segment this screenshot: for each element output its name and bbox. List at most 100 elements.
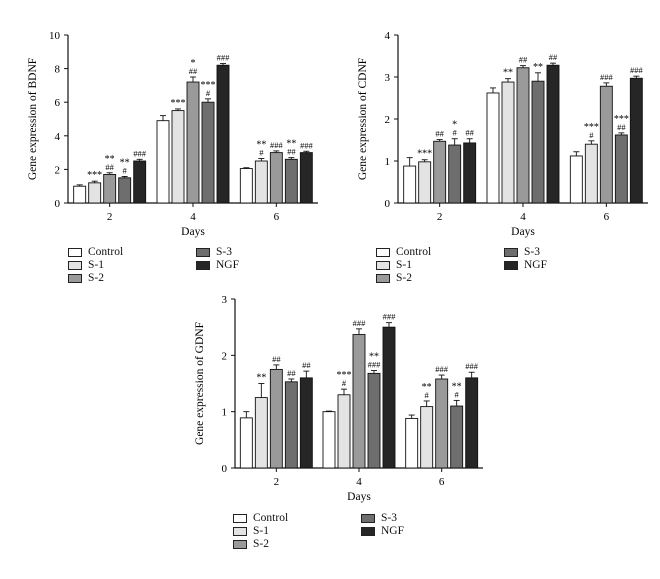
y-tick-label: 0: [55, 198, 61, 210]
x-tick-label: 4: [356, 476, 362, 488]
bar-s-2-day-2: [103, 173, 117, 204]
legend-swatch: [376, 274, 390, 283]
significance-marker: ###: [368, 360, 382, 370]
x-tick-label: 2: [274, 476, 280, 488]
significance-marker: #: [589, 130, 594, 140]
significance-marker: ###: [600, 72, 614, 82]
legend-swatch: [504, 248, 518, 257]
significance-marker: #: [455, 389, 460, 399]
significance-marker: ###: [465, 361, 479, 371]
legend-label: S-2: [253, 538, 269, 550]
bar-s-3-day-2: [448, 144, 462, 204]
bar-control-day-2: [403, 165, 417, 204]
bar-s-1-day-2: [88, 182, 102, 204]
significance-marker: #: [453, 128, 458, 138]
legend-swatch: [233, 540, 247, 549]
y-tick-label: 10: [49, 30, 61, 42]
bar-s-3-day-6: [450, 405, 464, 469]
y-tick-label: 2: [385, 114, 391, 126]
significance-marker: **: [533, 62, 543, 73]
legend-label: Control: [396, 246, 432, 258]
legend-label: S-2: [88, 272, 104, 284]
bar-s-1-day-6: [254, 160, 268, 204]
significance-marker: ##: [519, 55, 528, 65]
bar-s-1-day-4: [171, 110, 185, 204]
y-tick-label: 6: [55, 97, 61, 109]
significance-marker: ###: [630, 65, 644, 75]
bdnf-panel: 0 2 4 6 8 10 Gene expression of BDNF 2 *** ** ## **…: [0, 0, 330, 290]
significance-marker: ***: [337, 370, 352, 381]
significance-marker: ###: [300, 140, 314, 150]
bar-control-day-4: [156, 120, 170, 204]
legend-swatch: [361, 514, 375, 523]
significance-marker: ###: [353, 318, 367, 328]
y-axis-label: Gene expression of GDNF: [194, 322, 206, 445]
bar-ngf-day-4: [546, 64, 560, 204]
legend-label: Control: [253, 512, 289, 524]
y-tick-label: 1: [222, 407, 228, 419]
significance-marker: #: [206, 88, 211, 98]
bar-ngf-day-2: [299, 377, 313, 469]
y-tick-label: 1: [385, 156, 391, 168]
bar-s-1-day-2: [418, 161, 432, 204]
bar-s-2-day-6: [599, 85, 613, 204]
significance-marker: ###: [133, 148, 147, 158]
bar-ngf-day-4: [382, 326, 396, 469]
bar-ngf-day-6: [629, 77, 643, 204]
gdnf-panel: 0 1 2 3 Gene expression of GDNF 2 ** ## ## ## 4 ***…: [165, 288, 495, 579]
significance-marker: #: [342, 378, 347, 388]
bar-s-2-day-6: [269, 152, 283, 204]
bar-control-day-2: [239, 417, 253, 469]
significance-marker: **: [452, 381, 462, 392]
significance-marker: ##: [465, 128, 474, 138]
bar-s-1-day-4: [501, 81, 515, 204]
bar-ngf-day-2: [463, 142, 477, 204]
bar-s-3-day-4: [367, 372, 381, 469]
legend-swatch: [233, 514, 247, 523]
legend-swatch: [196, 261, 210, 270]
y-tick-label: 3: [222, 294, 228, 306]
significance-marker: ###: [217, 53, 231, 63]
significance-marker: **: [286, 139, 296, 150]
legend-swatch: [68, 248, 82, 257]
significance-marker: ##: [189, 66, 198, 76]
y-tick-label: 4: [55, 131, 61, 143]
x-tick-label: 2: [437, 211, 443, 223]
legend-swatch: [504, 261, 518, 270]
bar-control-day-4: [322, 411, 336, 469]
legend-label: NGF: [524, 259, 548, 271]
significance-marker: ##: [287, 368, 296, 378]
x-axis-label: Days: [347, 491, 371, 503]
bar-s-3-day-2: [118, 177, 132, 204]
bar-s-3-day-6: [284, 158, 298, 204]
significance-marker: ##: [617, 122, 626, 132]
y-tick-label: 3: [385, 72, 391, 84]
significance-marker: **: [105, 154, 115, 165]
bar-s-2-day-4: [186, 81, 200, 204]
bar-s-2-day-4: [516, 67, 530, 204]
legend-swatch: [233, 527, 247, 536]
significance-marker: ###: [270, 140, 284, 150]
bar-s-2-day-2: [433, 140, 447, 204]
bar-control-day-6: [569, 155, 583, 204]
legend-label: S-3: [216, 246, 232, 258]
bar-s-2-day-6: [435, 378, 449, 469]
significance-marker: ***: [87, 170, 102, 181]
bar-s-3-day-6: [614, 134, 628, 204]
significance-marker: ***: [614, 114, 629, 125]
legend-swatch: [376, 261, 390, 270]
legend-label: S-1: [253, 525, 269, 537]
legend-label: S-3: [381, 512, 397, 524]
significance-marker: ##: [287, 147, 296, 157]
x-tick-label: 6: [439, 476, 445, 488]
y-tick-label: 2: [222, 350, 228, 362]
significance-marker: ###: [383, 312, 397, 322]
significance-marker: *: [452, 120, 457, 131]
significance-marker: ***: [417, 149, 432, 160]
bar-s-3-day-2: [284, 381, 298, 469]
y-axis-label: Gene expression of BDNF: [27, 58, 39, 180]
bar-s-1-day-4: [337, 394, 351, 469]
